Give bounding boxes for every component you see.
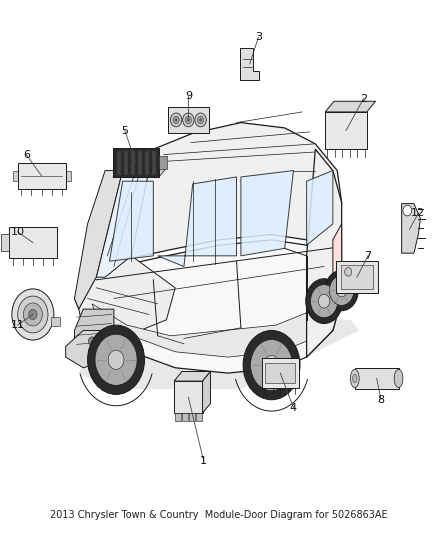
Bar — [175, 413, 180, 421]
Polygon shape — [74, 171, 123, 309]
Polygon shape — [355, 368, 399, 389]
Polygon shape — [167, 107, 209, 133]
Polygon shape — [92, 304, 328, 357]
Circle shape — [170, 113, 182, 127]
Circle shape — [18, 296, 48, 333]
Polygon shape — [241, 171, 293, 256]
Circle shape — [264, 356, 279, 375]
Polygon shape — [74, 240, 342, 373]
Text: 10: 10 — [11, 227, 25, 237]
Polygon shape — [158, 177, 237, 266]
Bar — [152, 150, 156, 175]
Circle shape — [173, 116, 179, 124]
Circle shape — [185, 116, 191, 124]
Bar — [66, 171, 71, 181]
Circle shape — [325, 270, 358, 311]
Polygon shape — [79, 320, 359, 389]
Circle shape — [12, 289, 54, 340]
Ellipse shape — [353, 374, 357, 383]
Circle shape — [88, 325, 145, 394]
Bar — [265, 363, 296, 384]
Polygon shape — [325, 112, 367, 149]
Polygon shape — [240, 48, 259, 80]
Circle shape — [187, 118, 190, 122]
Polygon shape — [307, 171, 333, 245]
Polygon shape — [174, 381, 202, 413]
Circle shape — [88, 337, 95, 345]
Circle shape — [108, 350, 124, 369]
Circle shape — [195, 113, 206, 127]
Bar — [13, 171, 18, 181]
Bar — [138, 150, 141, 175]
Circle shape — [403, 205, 412, 216]
Polygon shape — [113, 168, 166, 177]
Bar — [131, 150, 134, 175]
Text: 2: 2 — [360, 94, 367, 103]
Polygon shape — [262, 358, 299, 388]
Polygon shape — [96, 149, 153, 277]
Polygon shape — [110, 181, 153, 261]
Bar — [145, 150, 148, 175]
Circle shape — [345, 268, 352, 276]
Bar — [159, 156, 166, 169]
Text: 8: 8 — [378, 395, 385, 405]
Polygon shape — [325, 101, 376, 112]
Circle shape — [183, 113, 194, 127]
Text: 9: 9 — [185, 91, 192, 101]
Bar — [182, 413, 188, 421]
Bar — [196, 413, 202, 421]
Circle shape — [28, 309, 37, 320]
Polygon shape — [113, 148, 159, 177]
Polygon shape — [402, 204, 420, 253]
Text: 12: 12 — [411, 208, 425, 218]
Bar — [1, 234, 9, 251]
Polygon shape — [307, 149, 342, 357]
Text: 3: 3 — [255, 33, 262, 42]
Text: 11: 11 — [11, 320, 25, 330]
Polygon shape — [18, 163, 66, 189]
Text: 6: 6 — [23, 150, 30, 159]
Circle shape — [318, 294, 330, 308]
Circle shape — [243, 330, 300, 400]
Ellipse shape — [350, 369, 359, 387]
Bar — [189, 413, 195, 421]
Polygon shape — [66, 330, 118, 368]
Ellipse shape — [394, 369, 403, 387]
Polygon shape — [333, 224, 342, 298]
Text: 5: 5 — [121, 126, 128, 135]
Circle shape — [95, 334, 137, 385]
Circle shape — [199, 118, 202, 122]
Circle shape — [251, 340, 293, 391]
Polygon shape — [79, 256, 175, 341]
Circle shape — [306, 279, 343, 324]
Polygon shape — [336, 261, 378, 293]
Polygon shape — [96, 123, 342, 277]
Polygon shape — [174, 372, 210, 381]
Text: 1: 1 — [200, 456, 207, 466]
Bar — [117, 150, 121, 175]
Polygon shape — [9, 227, 57, 258]
Circle shape — [175, 118, 177, 122]
Polygon shape — [202, 372, 210, 413]
Bar — [124, 150, 128, 175]
Circle shape — [23, 303, 42, 326]
Text: 7: 7 — [364, 251, 371, 261]
Circle shape — [198, 116, 204, 124]
Bar — [51, 317, 60, 326]
Circle shape — [329, 276, 354, 305]
Bar — [340, 265, 373, 289]
Circle shape — [311, 285, 338, 318]
Circle shape — [336, 284, 347, 297]
Text: 2013 Chrysler Town & Country  Module-Door Diagram for 5026863AE: 2013 Chrysler Town & Country Module-Door… — [50, 510, 388, 520]
Polygon shape — [74, 309, 114, 357]
Text: 4: 4 — [290, 403, 297, 413]
